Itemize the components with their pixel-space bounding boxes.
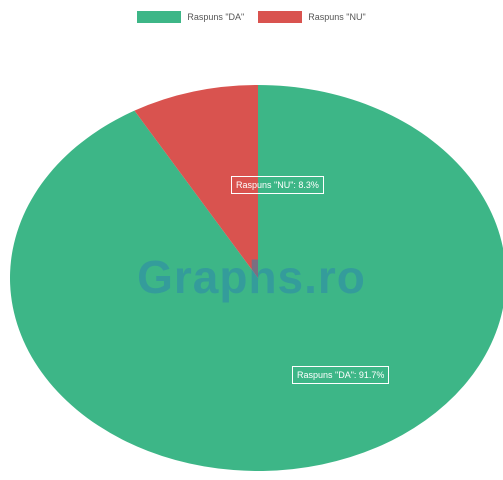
legend-item-da[interactable]: Raspuns "DA" bbox=[137, 11, 244, 23]
legend-swatch-da bbox=[137, 11, 182, 23]
legend-item-nu[interactable]: Raspuns "NU" bbox=[258, 11, 366, 23]
pie-slice-da[interactable] bbox=[10, 85, 503, 471]
legend-label-da: Raspuns "DA" bbox=[187, 12, 245, 22]
legend-label-nu: Raspuns "NU" bbox=[308, 12, 366, 22]
data-label-da: Raspuns "DA": 91.7% bbox=[292, 366, 390, 384]
pie-slice-nu[interactable] bbox=[134, 85, 258, 278]
legend: Raspuns "DA" Raspuns "NU" bbox=[0, 11, 503, 23]
data-label-nu: Raspuns "NU": 8.3% bbox=[231, 176, 324, 194]
legend-swatch-nu bbox=[258, 11, 303, 23]
